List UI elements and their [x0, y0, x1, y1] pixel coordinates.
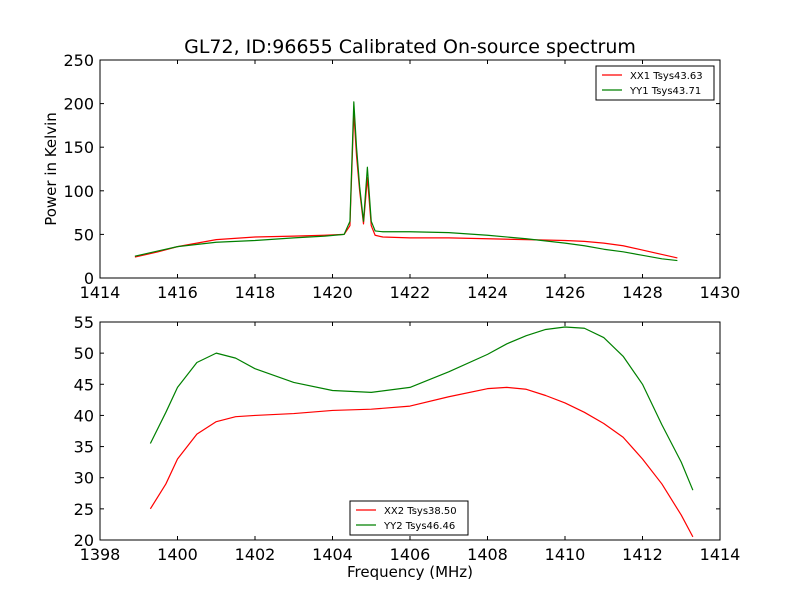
top-spectrum-panel: 1414 1416 1418 1420 1422 1424 1426 1428 1430 0 50 1… — [42, 51, 740, 302]
legend-box — [595, 65, 715, 101]
legend-label: XX2 Tsys38.50 — [384, 506, 457, 517]
x-tick-label: 1404 — [312, 545, 353, 564]
x-tick-label: 1418 — [235, 283, 276, 302]
y-tick-label: 35 — [74, 438, 94, 457]
legend: XX2 Tsys38.50 YY2 Tsys46.46 — [349, 500, 469, 536]
series-line-yy1 — [134, 101, 678, 262]
x-tick-label: 1414 — [80, 283, 121, 302]
x-tick-label: 1426 — [545, 283, 586, 302]
x-tick-label: 1398 — [80, 545, 121, 564]
y-tick-label: 150 — [63, 138, 94, 157]
x-tick-label: 1424 — [467, 283, 508, 302]
y-tick-label: 45 — [74, 375, 94, 394]
x-axis-label: Frequency (MHz) — [347, 563, 473, 581]
x-tick-label: 1408 — [467, 545, 508, 564]
x-tick-label: 1430 — [700, 283, 741, 302]
x-tick-label: 1414 — [700, 545, 741, 564]
y-tick-label: 250 — [63, 51, 94, 70]
y-tick-label: 20 — [74, 531, 94, 550]
x-tick-label: 1402 — [235, 545, 276, 564]
y-tick-label: 25 — [74, 500, 94, 519]
legend: XX1 Tsys43.63 YY1 Tsys43.71 — [595, 65, 715, 101]
legend-label: YY1 Tsys43.71 — [629, 86, 701, 97]
legend-label: XX1 Tsys43.63 — [630, 71, 703, 82]
y-tick-label: 30 — [74, 469, 94, 488]
x-tick-label: 1410 — [545, 545, 586, 564]
x-tick-label: 1428 — [622, 283, 663, 302]
y-tick-label: 100 — [63, 182, 94, 201]
x-tick-label: 1416 — [157, 283, 198, 302]
x-tick-label: 1422 — [390, 283, 431, 302]
x-tick-label: 1406 — [390, 545, 431, 564]
legend-label: YY2 Tsys46.46 — [383, 521, 455, 532]
chart-title: GL72, ID:96655 Calibrated On-source spec… — [184, 36, 636, 58]
y-axis-label: Power in Kelvin — [42, 112, 60, 226]
y-tick-label: 50 — [74, 225, 94, 244]
y-tick-label: 50 — [74, 344, 94, 363]
x-tick-label: 1420 — [312, 283, 353, 302]
bottom-spectrum-panel: 1398 1400 1402 1404 1406 1408 1410 1412 1414 20 25… — [74, 313, 741, 581]
legend-box — [349, 500, 469, 536]
series-line-yy2 — [149, 326, 694, 491]
y-tick-label: 200 — [63, 95, 94, 114]
series-line-xx2 — [149, 386, 694, 538]
x-tick-label: 1412 — [622, 545, 663, 564]
y-tick-label: 55 — [74, 313, 94, 332]
y-tick-label: 40 — [74, 406, 94, 425]
y-tick-label: 0 — [84, 269, 94, 288]
x-tick-label: 1400 — [157, 545, 198, 564]
